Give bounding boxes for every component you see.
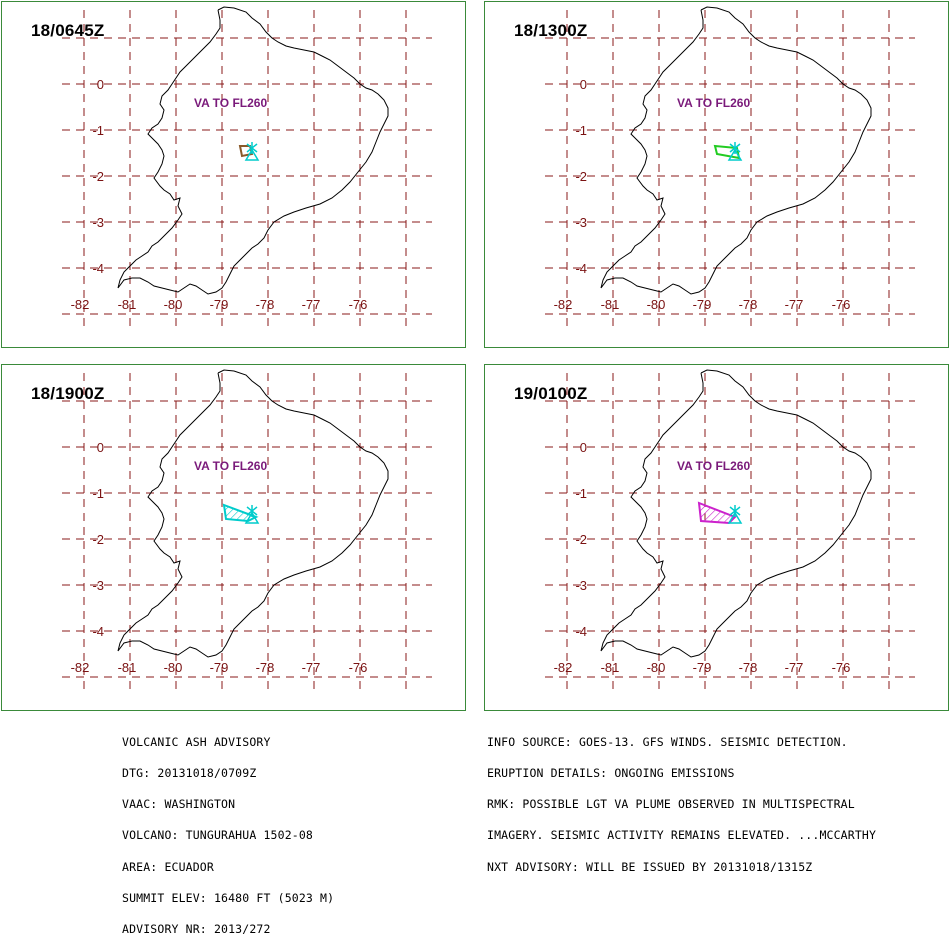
lat-tick-label: -3 bbox=[92, 578, 104, 593]
advisory-line: IMAGERY. SEISMIC ACTIVITY REMAINS ELEVAT… bbox=[487, 828, 877, 843]
lon-tick-label: -80 bbox=[647, 660, 666, 675]
advisory-line: VOLCANIC ASH ADVISORY bbox=[122, 734, 271, 749]
lat-tick-label: -1 bbox=[575, 123, 587, 138]
lat-tick-label: 0 bbox=[580, 440, 587, 455]
lat-lon-grid bbox=[545, 10, 915, 332]
lat-tick-label: -4 bbox=[575, 261, 587, 276]
lon-tick-label: -76 bbox=[832, 660, 851, 675]
lon-tick-label: -78 bbox=[739, 660, 758, 675]
lat-tick-label: -3 bbox=[92, 215, 104, 230]
ecuador-coastline bbox=[600, 369, 872, 658]
lat-tick-label: -2 bbox=[575, 532, 587, 547]
map-canvas: 0 -1 -2 -3 -4 -82 -81 -80 -79 -78 -77 -76 bbox=[545, 369, 915, 695]
lon-tick-label: -76 bbox=[349, 660, 368, 675]
advisory-line: VOLCANO: TUNGURAHUA 1502-08 bbox=[122, 828, 313, 843]
ash-plume-polygon bbox=[697, 501, 737, 525]
lat-tick-label: -2 bbox=[92, 169, 104, 184]
advisory-header-text: VOLCANIC ASH ADVISORY DTG: 20131018/0709… bbox=[122, 716, 334, 945]
lat-tick-label: -1 bbox=[575, 486, 587, 501]
lon-tick-label: -80 bbox=[647, 297, 666, 312]
panel-time-label: 19/0100Z bbox=[514, 384, 588, 403]
va-flight-level-label: VA TO FL260 bbox=[194, 96, 268, 110]
lon-tick-label: -82 bbox=[71, 660, 90, 675]
lon-tick-label: -76 bbox=[832, 297, 851, 312]
lon-tick-label: -79 bbox=[210, 297, 229, 312]
va-flight-level-label: VA TO FL260 bbox=[194, 459, 268, 473]
map-panel-2: 0 -1 -2 -3 -4 -82 -81 -80 -79 -78 -77 -76 18/1300Z … bbox=[484, 1, 949, 348]
lon-tick-label: -79 bbox=[693, 660, 712, 675]
lat-tick-label: 0 bbox=[97, 77, 104, 92]
lon-tick-label: -78 bbox=[739, 297, 758, 312]
advisory-line: SUMMIT ELEV: 16480 FT (5023 M) bbox=[122, 890, 335, 905]
map-canvas: 0 -1 -2 -3 -4 -82 -81 -80 -79 -78 -77 -76 bbox=[62, 369, 432, 695]
ecuador-coastline bbox=[600, 6, 872, 295]
lon-tick-label: -81 bbox=[601, 297, 620, 312]
lat-tick-label: -3 bbox=[575, 215, 587, 230]
lon-tick-label: -81 bbox=[118, 297, 137, 312]
map-canvas: 0 -1 -2 -3 -4 -82 -81 -80 -79 -78 -77 -76 bbox=[62, 6, 432, 332]
lat-tick-label: -4 bbox=[92, 261, 104, 276]
lon-tick-label: -80 bbox=[164, 660, 183, 675]
advisory-line: RMK: POSSIBLE LGT VA PLUME OBSERVED IN M… bbox=[487, 797, 855, 812]
va-flight-level-label: VA TO FL260 bbox=[677, 459, 751, 473]
lon-tick-label: -79 bbox=[210, 660, 229, 675]
lon-tick-label: -77 bbox=[785, 297, 804, 312]
panel-time-label: 18/1900Z bbox=[31, 384, 105, 403]
volcano-marker-icon bbox=[727, 505, 743, 524]
lat-lon-grid bbox=[545, 373, 915, 695]
lat-tick-label: -2 bbox=[92, 532, 104, 547]
panel-time-label: 18/1300Z bbox=[514, 21, 588, 40]
ecuador-coastline bbox=[117, 369, 389, 658]
lon-tick-label: -80 bbox=[164, 297, 183, 312]
lat-lon-grid bbox=[62, 373, 432, 695]
lon-tick-label: -79 bbox=[693, 297, 712, 312]
lon-tick-label: -77 bbox=[302, 660, 321, 675]
lon-tick-label: -77 bbox=[302, 297, 321, 312]
va-flight-level-label: VA TO FL260 bbox=[677, 96, 751, 110]
advisory-line: ADVISORY NR: 2013/272 bbox=[122, 922, 271, 937]
lon-tick-label: -78 bbox=[256, 297, 275, 312]
ecuador-coastline bbox=[117, 6, 389, 295]
volcano-marker-icon bbox=[244, 505, 260, 524]
lon-tick-label: -82 bbox=[71, 297, 90, 312]
volcano-marker-icon bbox=[244, 142, 260, 161]
lat-tick-label: -3 bbox=[575, 578, 587, 593]
advisory-line: ERUPTION DETAILS: ONGOING EMISSIONS bbox=[487, 766, 735, 781]
map-panel-3: 0 -1 -2 -3 -4 -82 -81 -80 -79 -78 -77 -76 18/1900Z … bbox=[1, 364, 466, 711]
lon-tick-label: -82 bbox=[554, 660, 573, 675]
lon-tick-label: -76 bbox=[349, 297, 368, 312]
lat-tick-label: 0 bbox=[97, 440, 104, 455]
lon-tick-label: -78 bbox=[256, 660, 275, 675]
lon-tick-label: -77 bbox=[785, 660, 804, 675]
advisory-line: INFO SOURCE: GOES-13. GFS WINDS. SEISMIC… bbox=[487, 734, 848, 749]
map-panel-4: 0 -1 -2 -3 -4 -82 -81 -80 -79 -78 -77 -76 19/0100Z … bbox=[484, 364, 949, 711]
lon-tick-label: -81 bbox=[118, 660, 137, 675]
map-panel-1: 0 -1 -2 -3 -4 -82 -81 -80 -79 -78 -77 -76 18/0645Z … bbox=[1, 1, 466, 348]
lat-tick-label: -4 bbox=[575, 624, 587, 639]
map-canvas: 0 -1 -2 -3 -4 -82 -81 -80 -79 -78 -77 -76 bbox=[545, 6, 915, 332]
lat-tick-label: -4 bbox=[92, 624, 104, 639]
advisory-line: DTG: 20131018/0709Z bbox=[122, 766, 257, 781]
volcano-marker-icon bbox=[727, 142, 743, 161]
lat-tick-label: 0 bbox=[580, 77, 587, 92]
advisory-line: VAAC: WASHINGTON bbox=[122, 797, 236, 812]
advisory-line: NXT ADVISORY: WILL BE ISSUED BY 20131018… bbox=[487, 859, 813, 874]
panel-time-label: 18/0645Z bbox=[31, 21, 105, 40]
advisory-remarks-text: INFO SOURCE: GOES-13. GFS WINDS. SEISMIC… bbox=[487, 716, 876, 883]
lat-tick-label: -2 bbox=[575, 169, 587, 184]
lon-tick-label: -81 bbox=[601, 660, 620, 675]
lat-lon-grid bbox=[62, 10, 432, 332]
lat-tick-label: -1 bbox=[92, 486, 104, 501]
advisory-line: AREA: ECUADOR bbox=[122, 859, 214, 874]
lat-tick-label: -1 bbox=[92, 123, 104, 138]
lon-tick-label: -82 bbox=[554, 297, 573, 312]
